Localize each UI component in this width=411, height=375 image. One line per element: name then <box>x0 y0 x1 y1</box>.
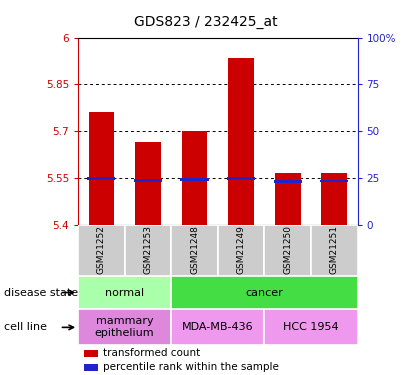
Bar <box>84 350 98 357</box>
Text: MDA-MB-436: MDA-MB-436 <box>182 322 254 332</box>
Text: normal: normal <box>105 288 144 297</box>
Text: disease state: disease state <box>4 288 78 297</box>
Bar <box>78 225 125 276</box>
Text: cancer: cancer <box>245 288 283 297</box>
Bar <box>228 58 254 225</box>
Text: mammary
epithelium: mammary epithelium <box>95 316 155 338</box>
Bar <box>182 131 207 225</box>
Text: GSM21253: GSM21253 <box>143 225 152 274</box>
Bar <box>227 177 255 180</box>
Bar <box>180 178 209 181</box>
Bar <box>218 225 264 276</box>
Bar <box>264 309 358 345</box>
Text: GSM21250: GSM21250 <box>283 225 292 274</box>
Bar <box>171 309 264 345</box>
Bar <box>171 225 218 276</box>
Bar <box>274 180 302 183</box>
Bar <box>264 225 311 276</box>
Text: percentile rank within the sample: percentile rank within the sample <box>103 363 279 372</box>
Text: GSM21251: GSM21251 <box>330 225 339 274</box>
Bar <box>78 276 171 309</box>
Bar <box>134 179 162 182</box>
Text: cell line: cell line <box>4 322 47 332</box>
Text: transformed count: transformed count <box>103 348 201 358</box>
Bar <box>321 173 347 225</box>
Bar <box>171 276 358 309</box>
Text: GSM21249: GSM21249 <box>237 225 246 274</box>
Text: GDS823 / 232425_at: GDS823 / 232425_at <box>134 15 277 29</box>
Text: HCC 1954: HCC 1954 <box>283 322 339 332</box>
Bar <box>89 112 114 225</box>
Bar <box>135 142 161 225</box>
Bar <box>78 309 171 345</box>
Text: GSM21248: GSM21248 <box>190 225 199 274</box>
Text: GSM21252: GSM21252 <box>97 225 106 274</box>
Bar <box>87 177 115 180</box>
Bar <box>84 364 98 371</box>
Bar <box>311 225 358 276</box>
Bar <box>275 173 300 225</box>
Bar <box>320 180 349 182</box>
Bar <box>125 225 171 276</box>
